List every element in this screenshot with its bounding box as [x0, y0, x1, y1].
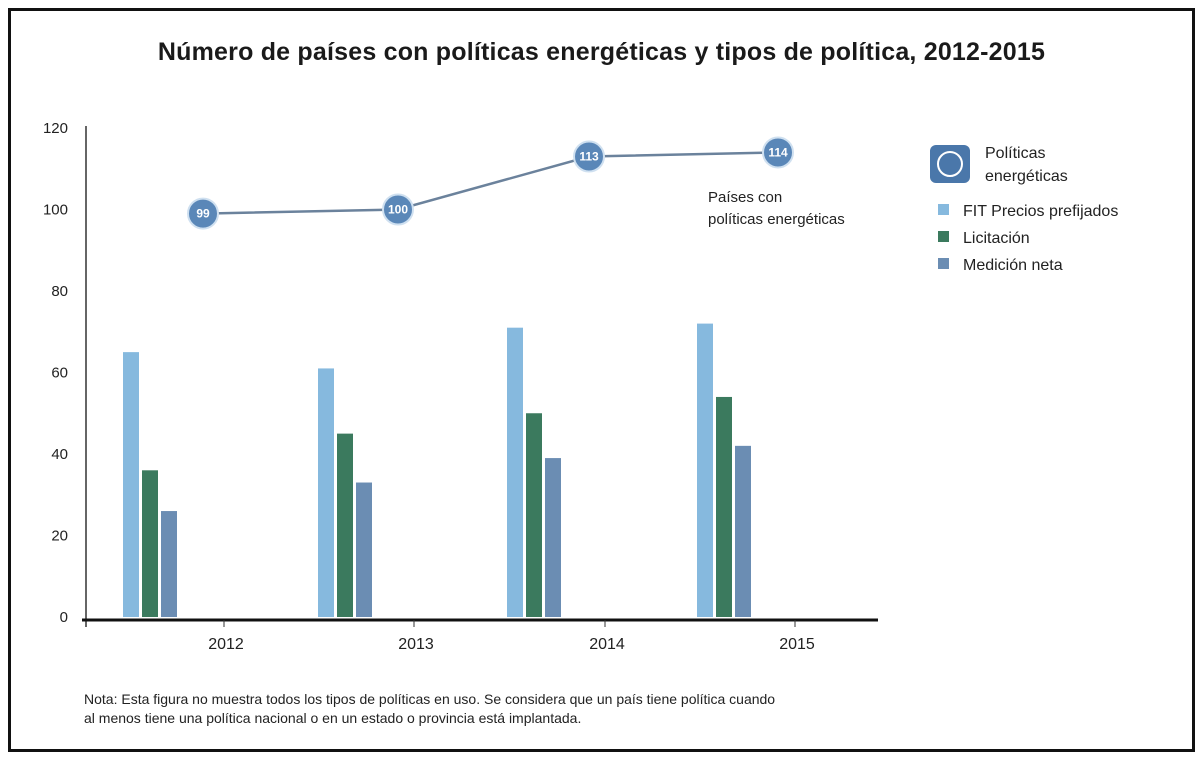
bar — [716, 396, 732, 617]
chart-note: Nota: Esta figura no muestra todos los t… — [84, 690, 1084, 728]
y-tick-label: 60 — [51, 365, 68, 382]
y-tick-label: 20 — [51, 528, 68, 545]
legend-swatch — [938, 231, 949, 242]
legend-line-icon — [930, 145, 970, 183]
bar — [735, 445, 751, 617]
chart-title: Número de países con políticas energétic… — [157, 38, 1046, 66]
y-tick-label: 100 — [43, 202, 68, 219]
chart-frame — [8, 8, 1195, 752]
bar — [697, 323, 713, 617]
bar — [318, 368, 334, 617]
point-label: 113 — [579, 150, 599, 164]
note-line-1: Nota: Esta figura no muestra todos los t… — [84, 691, 776, 707]
bar — [337, 433, 353, 617]
legend-swatch — [938, 258, 949, 269]
point-label: 99 — [196, 207, 210, 221]
line-point — [187, 197, 219, 230]
y-tick-label: 0 — [60, 609, 68, 626]
bar — [545, 458, 561, 617]
legend-label: Políticas — [985, 145, 1045, 162]
x-tick-label: 2014 — [589, 636, 625, 653]
legend-line-icon-ring — [937, 151, 963, 177]
y-tick-label: 80 — [51, 283, 68, 300]
point-label: 114 — [768, 145, 788, 159]
line-point — [573, 140, 605, 173]
line-annotation: Países con — [708, 189, 782, 206]
note-line-2: al menos tiene una política nacional o e… — [84, 710, 582, 726]
y-tick-label: 40 — [51, 446, 68, 463]
x-tick-label: 2013 — [398, 636, 434, 653]
bar — [526, 413, 542, 617]
y-tick-label: 120 — [43, 120, 68, 137]
line-series — [202, 151, 779, 215]
line-point — [382, 193, 414, 226]
legend-label: Medición neta — [963, 257, 1063, 274]
x-tick-label: 2015 — [779, 636, 815, 653]
line-annotation: políticas energéticas — [708, 211, 845, 228]
bar — [123, 352, 139, 617]
bar — [142, 470, 158, 617]
legend-swatch — [938, 204, 949, 215]
legend-label: FIT Precios prefijados — [963, 203, 1118, 220]
bar — [161, 511, 177, 617]
bar — [507, 327, 523, 617]
x-tick-label: 2012 — [208, 636, 244, 653]
point-label: 100 — [388, 203, 408, 217]
legend-label: energéticas — [985, 168, 1068, 185]
line-point — [762, 136, 794, 169]
bar — [356, 482, 372, 617]
legend-label: Licitación — [963, 230, 1030, 247]
